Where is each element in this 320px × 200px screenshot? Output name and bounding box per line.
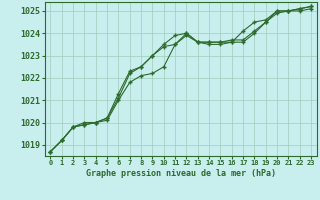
X-axis label: Graphe pression niveau de la mer (hPa): Graphe pression niveau de la mer (hPa): [86, 169, 276, 178]
